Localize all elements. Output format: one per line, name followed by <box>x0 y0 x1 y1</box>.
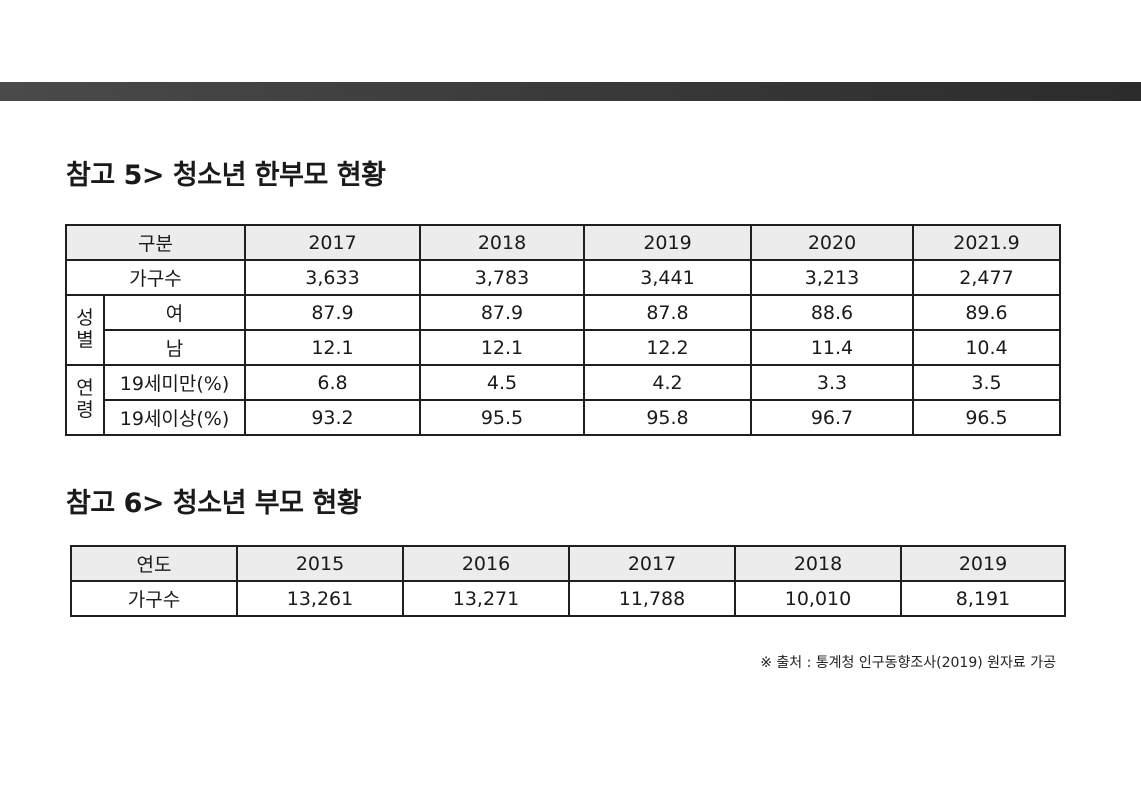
header-year-cell: 2019 <box>583 224 752 261</box>
value-cell: 12.2 <box>583 329 752 366</box>
value-cell: 4.2 <box>583 364 752 401</box>
value-cell: 87.8 <box>583 294 752 331</box>
table-header-row: 연도 2015 2016 2017 2018 2019 <box>70 545 1066 582</box>
row-label-cell: 19세미만(%) <box>103 364 246 401</box>
value-cell: 12.1 <box>419 329 585 366</box>
table-row-households: 가구수 3,633 3,783 3,441 3,213 2,477 <box>65 259 1061 296</box>
header-year-cell: 2019 <box>900 545 1066 582</box>
value-cell: 95.8 <box>583 399 752 436</box>
value-cell: 87.9 <box>244 294 421 331</box>
header-year-cell: 2015 <box>236 545 404 582</box>
value-cell: 6.8 <box>244 364 421 401</box>
value-cell: 95.5 <box>419 399 585 436</box>
top-header-bar <box>0 82 1141 101</box>
row-label-cell: 여 <box>103 294 246 331</box>
teen-parent-table: 연도 2015 2016 2017 2018 2019 가구수 13,261 1… <box>70 545 1066 617</box>
header-year-cell: 2018 <box>419 224 585 261</box>
table-row-male: 남 12.1 12.1 12.2 11.4 10.4 <box>66 329 1061 366</box>
header-year-cell: 2016 <box>402 545 570 582</box>
value-cell: 4.5 <box>419 364 585 401</box>
gender-group-cell: 성 별 <box>65 294 105 366</box>
section5-title: 참고 5> 청소년 한부모 현황 <box>66 160 386 191</box>
header-year-cell: 2021.9 <box>912 224 1061 261</box>
teen-single-parent-table: 구분 2017 2018 2019 2020 2021.9 가구수 3,633 … <box>65 224 1061 436</box>
header-year-cell: 2017 <box>568 545 736 582</box>
table-header-row: 구분 2017 2018 2019 2020 2021.9 <box>65 224 1061 261</box>
table-row-over19: 19세이상(%) 93.2 95.5 95.8 96.7 96.5 <box>66 399 1061 436</box>
value-cell: 89.6 <box>912 294 1061 331</box>
value-cell: 3,213 <box>750 259 914 296</box>
age-group-cell: 연 령 <box>65 364 105 436</box>
row-label-cell: 가구수 <box>65 259 246 296</box>
row-label-cell: 남 <box>103 329 246 366</box>
value-cell: 11.4 <box>750 329 914 366</box>
row-label-cell: 가구수 <box>70 580 238 617</box>
value-cell: 10.4 <box>912 329 1061 366</box>
value-cell: 3,633 <box>244 259 421 296</box>
value-cell: 10,010 <box>734 580 902 617</box>
gender-group-char: 별 <box>76 329 94 351</box>
value-cell: 3,783 <box>419 259 585 296</box>
value-cell: 13,261 <box>236 580 404 617</box>
header-label-cell: 연도 <box>70 545 238 582</box>
value-cell: 87.9 <box>419 294 585 331</box>
source-note: ※ 출처 : 통계청 인구동향조사(2019) 원자료 가공 <box>760 655 1056 671</box>
value-cell: 8,191 <box>900 580 1066 617</box>
age-group-char: 령 <box>76 399 94 421</box>
table-row-households: 가구수 13,261 13,271 11,788 10,010 8,191 <box>70 580 1066 617</box>
header-year-cell: 2020 <box>750 224 914 261</box>
section6-title: 참고 6> 청소년 부모 현황 <box>66 488 362 519</box>
value-cell: 88.6 <box>750 294 914 331</box>
value-cell: 96.7 <box>750 399 914 436</box>
value-cell: 93.2 <box>244 399 421 436</box>
value-cell: 11,788 <box>568 580 736 617</box>
value-cell: 12.1 <box>244 329 421 366</box>
value-cell: 2,477 <box>912 259 1061 296</box>
value-cell: 3.5 <box>912 364 1061 401</box>
value-cell: 13,271 <box>402 580 570 617</box>
age-group-char: 연 <box>76 377 94 400</box>
value-cell: 3,441 <box>583 259 752 296</box>
row-label-cell: 19세이상(%) <box>103 399 246 436</box>
header-year-cell: 2017 <box>244 224 421 261</box>
value-cell: 3.3 <box>750 364 914 401</box>
gender-group-char: 성 <box>76 307 94 330</box>
table-row-under19: 연 령 19세미만(%) 6.8 4.5 4.2 3.3 3.5 <box>65 364 1061 436</box>
header-year-cell: 2018 <box>734 545 902 582</box>
header-label-cell: 구분 <box>65 224 246 261</box>
value-cell: 96.5 <box>912 399 1061 436</box>
table-row-female: 성 별 여 87.9 87.9 87.8 88.6 89.6 <box>65 294 1061 366</box>
